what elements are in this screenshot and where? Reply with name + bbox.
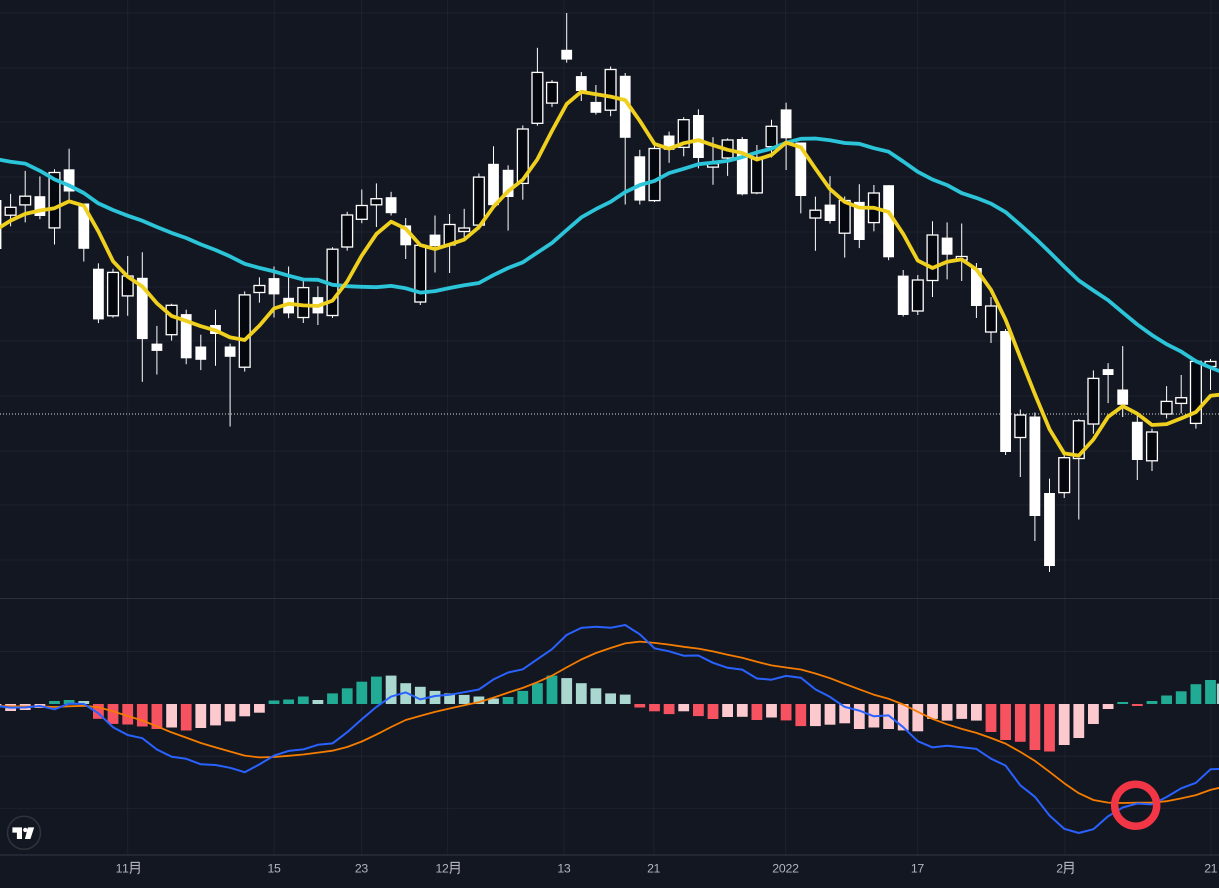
svg-text:17: 17 [911,862,924,876]
svg-text:21: 21 [647,862,660,876]
svg-text:2: 2 [1056,862,1063,876]
svg-text:13: 13 [557,862,570,876]
svg-text:11: 11 [116,862,129,876]
svg-text:23: 23 [355,862,368,876]
svg-text:21: 21 [1204,862,1217,876]
svg-text:12: 12 [436,862,449,876]
svg-text:2022: 2022 [772,862,799,876]
svg-text:15: 15 [268,862,281,876]
